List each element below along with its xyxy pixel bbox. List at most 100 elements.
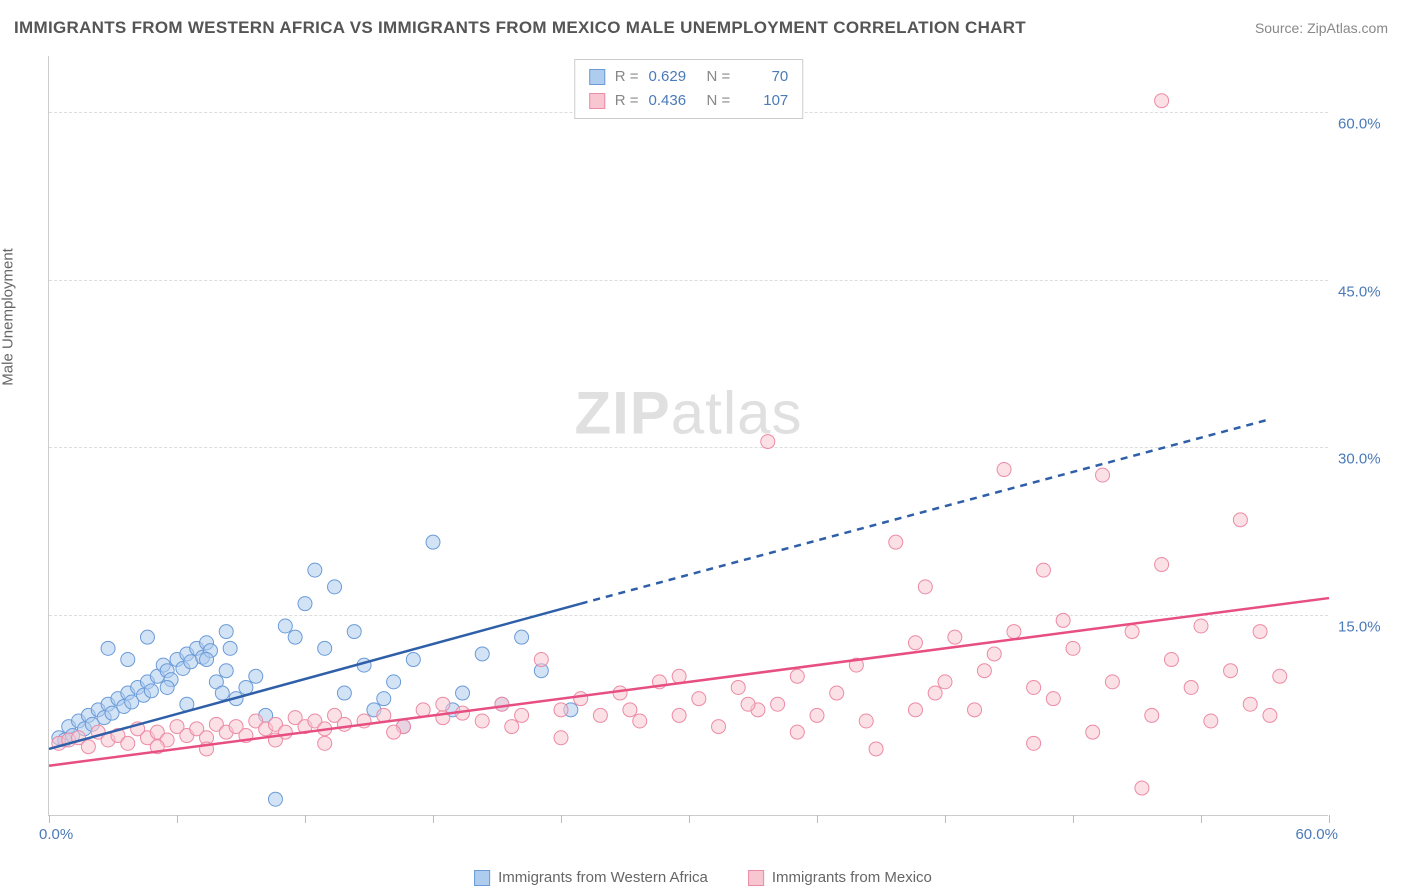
legend-label: Immigrants from Mexico — [772, 869, 932, 886]
data-point — [1155, 94, 1169, 108]
data-point — [1086, 725, 1100, 739]
data-point — [495, 697, 509, 711]
data-point — [1105, 675, 1119, 689]
data-point — [918, 580, 932, 594]
data-point — [613, 686, 627, 700]
data-point — [574, 692, 588, 706]
data-point — [1007, 625, 1021, 639]
data-point — [456, 686, 470, 700]
data-point — [219, 625, 233, 639]
data-point — [200, 653, 214, 667]
data-point — [140, 630, 154, 644]
data-point — [223, 641, 237, 655]
data-point — [515, 630, 529, 644]
data-point — [830, 686, 844, 700]
data-point — [1155, 558, 1169, 572]
data-point — [121, 653, 135, 667]
data-point — [908, 703, 922, 717]
data-point — [406, 653, 420, 667]
legend-swatch — [748, 870, 764, 886]
data-point — [308, 563, 322, 577]
scatter-chart — [49, 56, 1328, 815]
data-point — [268, 792, 282, 806]
data-point — [515, 708, 529, 722]
data-point — [1027, 680, 1041, 694]
data-point — [1204, 714, 1218, 728]
data-point — [81, 740, 95, 754]
data-point — [692, 692, 706, 706]
data-point — [426, 535, 440, 549]
data-point — [790, 669, 804, 683]
data-point — [377, 692, 391, 706]
data-point — [1135, 781, 1149, 795]
data-point — [731, 680, 745, 694]
x-axis-min-label: 0.0% — [39, 826, 73, 843]
data-point — [968, 703, 982, 717]
data-point — [1066, 641, 1080, 655]
data-point — [1036, 563, 1050, 577]
x-tick — [49, 815, 50, 823]
data-point — [318, 641, 332, 655]
data-point — [215, 686, 229, 700]
x-axis-max-label: 60.0% — [1295, 826, 1338, 843]
data-point — [672, 708, 686, 722]
r-label: R = — [615, 65, 639, 89]
data-point — [593, 708, 607, 722]
y-tick-label: 60.0% — [1338, 115, 1398, 132]
data-point — [1184, 680, 1198, 694]
r-value: 0.436 — [649, 89, 697, 113]
data-point — [505, 720, 519, 734]
y-tick-label: 30.0% — [1338, 451, 1398, 468]
legend-swatch — [474, 870, 490, 886]
data-point — [475, 647, 489, 661]
data-point — [1194, 619, 1208, 633]
data-point — [908, 636, 922, 650]
legend: Immigrants from Western Africa Immigrants… — [474, 869, 932, 886]
data-point — [387, 725, 401, 739]
data-point — [1164, 653, 1178, 667]
data-point — [1027, 736, 1041, 750]
n-value: 107 — [740, 89, 788, 113]
legend-item: Immigrants from Western Africa — [474, 869, 708, 886]
data-point — [347, 625, 361, 639]
chart-title: IMMIGRANTS FROM WESTERN AFRICA VS IMMIGR… — [14, 18, 1026, 38]
data-point — [672, 669, 686, 683]
n-label: N = — [707, 65, 731, 89]
x-tick — [305, 815, 306, 823]
data-point — [889, 535, 903, 549]
stats-legend-box: R = 0.629 N = 70R = 0.436 N = 107 — [574, 59, 804, 119]
data-point — [416, 703, 430, 717]
data-point — [790, 725, 804, 739]
data-point — [554, 703, 568, 717]
data-point — [977, 664, 991, 678]
data-point — [948, 630, 962, 644]
data-point — [249, 669, 263, 683]
y-axis-label: Male Unemployment — [0, 248, 17, 386]
data-point — [1145, 708, 1159, 722]
legend-item: Immigrants from Mexico — [748, 869, 932, 886]
data-point — [337, 686, 351, 700]
data-point — [741, 697, 755, 711]
data-point — [387, 675, 401, 689]
data-point — [101, 641, 115, 655]
data-point — [997, 463, 1011, 477]
stats-row: R = 0.629 N = 70 — [589, 65, 789, 89]
x-tick — [433, 815, 434, 823]
data-point — [554, 731, 568, 745]
data-point — [298, 597, 312, 611]
data-point — [121, 736, 135, 750]
r-value: 0.629 — [649, 65, 697, 89]
data-point — [1253, 625, 1267, 639]
data-point — [810, 708, 824, 722]
data-point — [633, 714, 647, 728]
x-tick — [689, 815, 690, 823]
data-point — [928, 686, 942, 700]
data-point — [144, 684, 158, 698]
data-point — [1263, 708, 1277, 722]
n-value: 70 — [740, 65, 788, 89]
data-point — [771, 697, 785, 711]
source-attribution: Source: ZipAtlas.com — [1255, 20, 1388, 36]
x-tick — [1073, 815, 1074, 823]
data-point — [938, 675, 952, 689]
y-tick-label: 15.0% — [1338, 618, 1398, 635]
